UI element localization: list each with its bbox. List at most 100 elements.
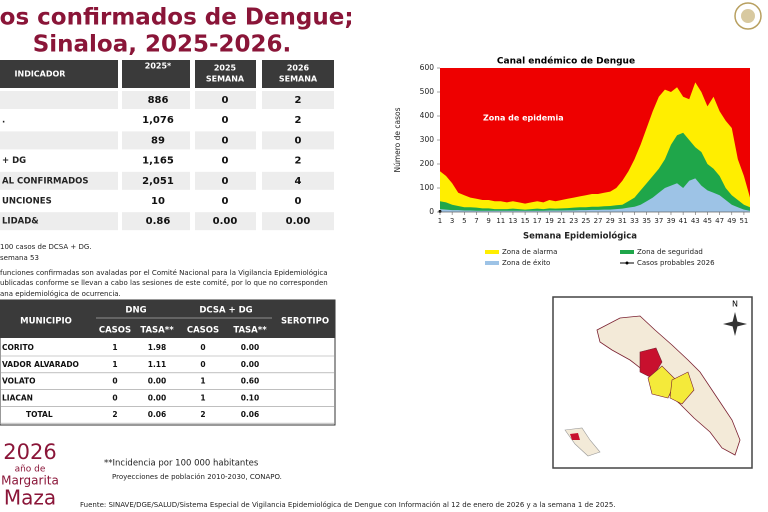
- x-tick-label: 47: [715, 217, 724, 225]
- logo-text: Maza: [4, 486, 56, 510]
- notes: 100 casos de DCSA + DG. semana 53 funcione…: [0, 243, 328, 298]
- cell-value: 0: [222, 135, 229, 146]
- subheader-label: CASOS: [187, 326, 219, 336]
- cell: [122, 212, 190, 231]
- cell: [122, 111, 190, 130]
- x-tick-label: 51: [739, 217, 748, 225]
- compass: [723, 312, 747, 336]
- source: Fuente: SINAVE/DGE/SALUD/Sistema Especia…: [80, 501, 616, 509]
- emblem-ring: [734, 2, 762, 30]
- x-tick-label: 17: [533, 217, 542, 225]
- x-tick-label: 13: [508, 217, 517, 225]
- chart: Canal endémico de Dengue Zona de epidemia…: [393, 56, 750, 267]
- cell: [122, 131, 190, 150]
- x-axis-label: Semana Epidemiológica: [523, 231, 637, 242]
- header-label: MUNICIPIO: [20, 317, 72, 327]
- north-label: N: [732, 300, 738, 309]
- x-tick-label: 15: [521, 217, 530, 225]
- chart-title: Canal endémico de Dengue: [497, 56, 635, 67]
- x-tick-label: 23: [569, 217, 578, 225]
- cell-value: 0: [295, 135, 302, 146]
- x-tick-label: 39: [667, 217, 676, 225]
- cell-value: 0.06: [148, 410, 167, 419]
- cell: [122, 192, 190, 210]
- header-cell: [122, 60, 190, 88]
- row-label: LIDAD&: [2, 217, 39, 227]
- x-tick-label: 43: [691, 217, 700, 225]
- y-tick-label: 200: [420, 159, 435, 168]
- cell-value: 89: [151, 135, 165, 146]
- cell-value: 1: [112, 343, 117, 352]
- cell-value: 0.60: [241, 377, 260, 386]
- note: ana epidemiológica de ocurrencia.: [0, 290, 121, 298]
- cell: [195, 91, 256, 109]
- legend-label: Zona de éxito: [502, 259, 550, 267]
- x-tick-label: 21: [557, 217, 566, 225]
- cell: [122, 91, 190, 109]
- x-tick-label: 11: [496, 217, 505, 225]
- x-tick-label: 1: [438, 217, 442, 225]
- note: 100 casos de DCSA + DG.: [0, 243, 92, 251]
- y-tick-label: 300: [420, 135, 435, 144]
- municipality: CORITO: [2, 343, 34, 352]
- x-tick-label: 31: [618, 217, 627, 225]
- cell: [262, 212, 334, 231]
- cell-value: 1.98: [148, 343, 167, 352]
- cell-value: 4: [295, 176, 302, 187]
- cell-value: 0: [295, 196, 302, 207]
- x-tick-label: 29: [606, 217, 615, 225]
- cell-value: 886: [148, 95, 169, 106]
- cell-value: 0: [222, 115, 229, 126]
- cell-value: 1: [200, 377, 205, 386]
- cell: [262, 131, 334, 150]
- header-label: 2026: [287, 64, 310, 73]
- municipality: VADOR ALVARADO: [2, 360, 79, 369]
- y-tick-label: 600: [420, 63, 435, 72]
- cell-value: 0: [200, 360, 205, 369]
- cell-value: 2: [200, 410, 205, 419]
- legend-label: Zona de alarma: [502, 248, 557, 256]
- cell: [0, 192, 118, 210]
- subheader-label: TASA**: [140, 326, 174, 336]
- x-tick-label: 25: [581, 217, 590, 225]
- header-label: DCSA + DG: [199, 306, 252, 316]
- row-label: UNCIONES: [2, 197, 52, 207]
- municipality: TOTAL: [26, 410, 53, 419]
- cell: [0, 171, 118, 190]
- cell-value: 0: [222, 95, 229, 106]
- title: asos confirmados de Dengue;: [0, 5, 354, 31]
- cell-value: 0: [222, 176, 229, 187]
- header-cell: [262, 60, 334, 88]
- legend-label: Casos probables 2026: [637, 259, 715, 267]
- cell: [195, 192, 256, 210]
- logo-text: año de: [15, 465, 46, 475]
- header-cell: [0, 60, 118, 88]
- annotation: Zona de epidemia: [483, 114, 564, 123]
- row-label: AL CONFIRMADOS: [2, 176, 89, 186]
- y-tick-label: 0: [429, 207, 434, 216]
- cell: [0, 212, 118, 231]
- header-cell: [195, 60, 256, 88]
- cell: [195, 171, 256, 190]
- subheader-label: TASA**: [233, 326, 267, 336]
- cell-value: 2: [112, 410, 117, 419]
- y-tick-label: 500: [420, 87, 435, 96]
- cell-value: 0.10: [241, 393, 260, 402]
- municipality: VOLATO: [2, 377, 36, 386]
- footnote: **Incidencia por 100 000 habitantes: [104, 459, 259, 469]
- x-tick-label: 37: [654, 217, 663, 225]
- cell: [195, 212, 256, 231]
- cell-value: 10: [151, 196, 165, 207]
- header-band: [0, 300, 335, 338]
- y-axis-label: Número de casos: [393, 107, 402, 172]
- header-label: 2025: [214, 64, 237, 73]
- x-tick-label: 49: [727, 217, 736, 225]
- cell: [262, 91, 334, 109]
- indicator-table: INDICADOR 2025* 2025 SEMANA 2026 SEMANA 886 0 2.…: [0, 60, 334, 231]
- cell: [262, 111, 334, 130]
- cell: [262, 171, 334, 190]
- x-tick-label: 33: [630, 217, 639, 225]
- cell: [122, 151, 190, 170]
- legend-swatch: [620, 250, 634, 254]
